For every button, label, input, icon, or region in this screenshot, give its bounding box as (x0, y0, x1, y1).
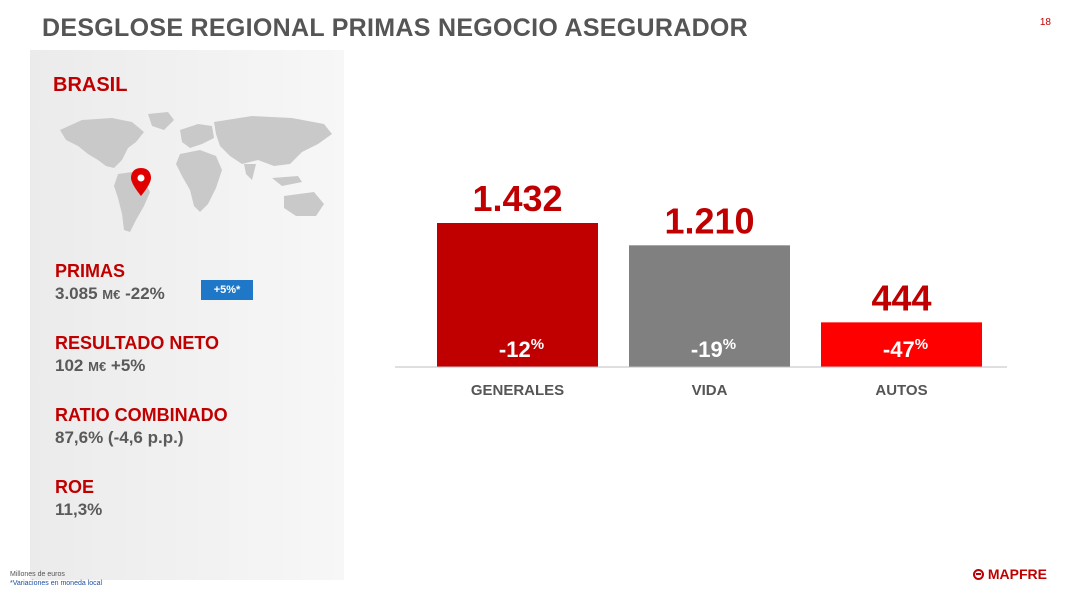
kpi-primas-unit: M€ (102, 287, 121, 302)
bar-vida (629, 245, 790, 367)
kpi-primas: PRIMAS 3.085 M€ -22% (55, 260, 165, 307)
kpi-resultado-amount: 102 (55, 356, 84, 375)
mapfre-logo-icon (972, 568, 984, 580)
category-label-vida: VIDA (692, 382, 728, 399)
kpi-resultado-label: RESULTADO NETO (55, 333, 220, 353)
kpi-resultado-value: 102 M€ +5% (55, 354, 219, 379)
kpi-ratio-combinado: RATIO COMBINADO 87,6% (-4,6 p.p.) (55, 404, 228, 450)
mapfre-logo: MAPFRE (972, 566, 1047, 582)
kpi-resultado-neto: RESULTADO NETO 102 M€ +5% (55, 332, 219, 379)
kpi-ratio-value: 87,6% (-4,6 p.p.) (55, 428, 184, 447)
kpi-roe-label: ROE (55, 477, 95, 497)
value-label-vida: 1.210 (664, 200, 754, 241)
page-title: DESGLOSE REGIONAL PRIMAS NEGOCIO ASEGURA… (42, 14, 749, 42)
kpi-roe-value: 11,3% (55, 500, 103, 519)
bar-autos (821, 322, 982, 367)
kpi-ratio-label: RATIO COMBINADO (55, 405, 228, 425)
mapfre-logo-text: MAPFRE (987, 566, 1047, 582)
category-label-autos: AUTOS (875, 382, 927, 399)
page-number: 18 (1039, 17, 1051, 28)
value-label-autos: 444 (871, 277, 931, 318)
kpi-resultado-unit: M€ (88, 359, 107, 374)
location-pin-icon (131, 168, 151, 196)
units-footnote: Millones de euros (10, 571, 65, 578)
bar-generales (437, 223, 598, 367)
premiums-bar-chart: 1.432 -12% GENERALES 1.210 -19% VIDA 444 -47% AU… (395, 178, 1007, 399)
kpi-resultado-change: +5% (110, 356, 146, 375)
value-label-generales: 1.432 (472, 178, 562, 219)
local-currency-badge: +5%* (201, 280, 253, 300)
kpi-roe: ROE 11,3% (55, 476, 102, 522)
world-map (60, 112, 332, 232)
category-label-generales: GENERALES (471, 382, 564, 399)
change-label-vida: -19% (691, 336, 736, 362)
change-label-autos: -47% (883, 336, 928, 362)
kpi-primas-amount: 3.085 (55, 284, 98, 303)
change-label-generales: -12% (499, 336, 544, 362)
kpi-primas-change: -22% (125, 284, 165, 303)
country-name: BRASIL (53, 74, 128, 96)
kpi-primas-value: 3.085 M€ -22% (55, 282, 165, 307)
currency-footnote: *Variaciones en moneda local (10, 580, 103, 587)
kpi-primas-label: PRIMAS (55, 261, 126, 281)
